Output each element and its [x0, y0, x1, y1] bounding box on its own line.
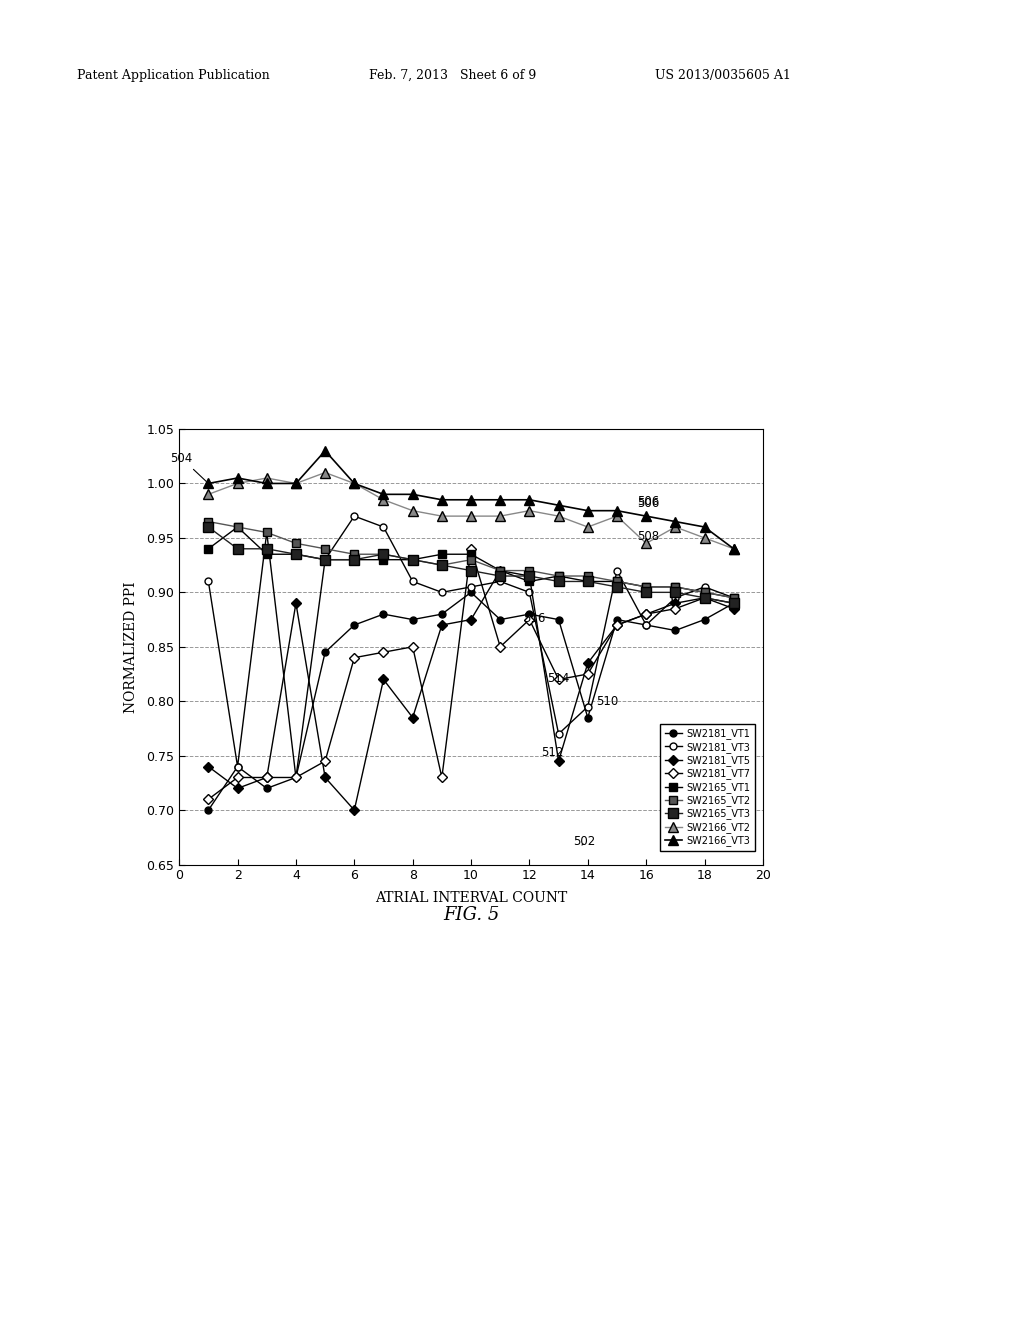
Text: Feb. 7, 2013   Sheet 6 of 9: Feb. 7, 2013 Sheet 6 of 9: [369, 69, 536, 82]
Text: 516: 516: [523, 611, 546, 624]
Text: 502: 502: [573, 836, 595, 847]
Text: FIG. 5: FIG. 5: [442, 906, 500, 924]
Text: 510: 510: [597, 694, 618, 708]
Y-axis label: NORMALIZED PPI: NORMALIZED PPI: [124, 581, 138, 713]
X-axis label: ATRIAL INTERVAL COUNT: ATRIAL INTERVAL COUNT: [375, 891, 567, 904]
Text: Patent Application Publication: Patent Application Publication: [77, 69, 269, 82]
Text: 506: 506: [637, 498, 659, 511]
Text: 514: 514: [547, 672, 569, 685]
Text: 512: 512: [541, 746, 563, 759]
Text: 504: 504: [170, 451, 207, 482]
Text: 508: 508: [637, 531, 659, 543]
Text: 506: 506: [637, 495, 659, 508]
Text: US 2013/0035605 A1: US 2013/0035605 A1: [655, 69, 792, 82]
Legend: SW2181_VT1, SW2181_VT3, SW2181_VT5, SW2181_VT7, SW2165_VT1, SW2165_VT2, SW2165_V: SW2181_VT1, SW2181_VT3, SW2181_VT5, SW21…: [659, 723, 755, 851]
